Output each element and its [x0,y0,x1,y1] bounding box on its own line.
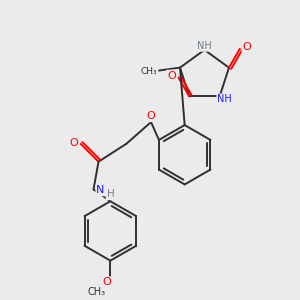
Text: O: O [102,278,111,287]
Text: O: O [69,138,78,148]
Text: O: O [167,70,176,81]
Text: CH₃: CH₃ [141,67,158,76]
Text: NH: NH [197,41,212,51]
Text: CH₃: CH₃ [87,287,106,297]
Text: N: N [96,185,105,195]
Text: O: O [147,111,155,121]
Text: NH: NH [217,94,232,104]
Text: O: O [242,42,251,52]
Text: H: H [106,189,114,199]
